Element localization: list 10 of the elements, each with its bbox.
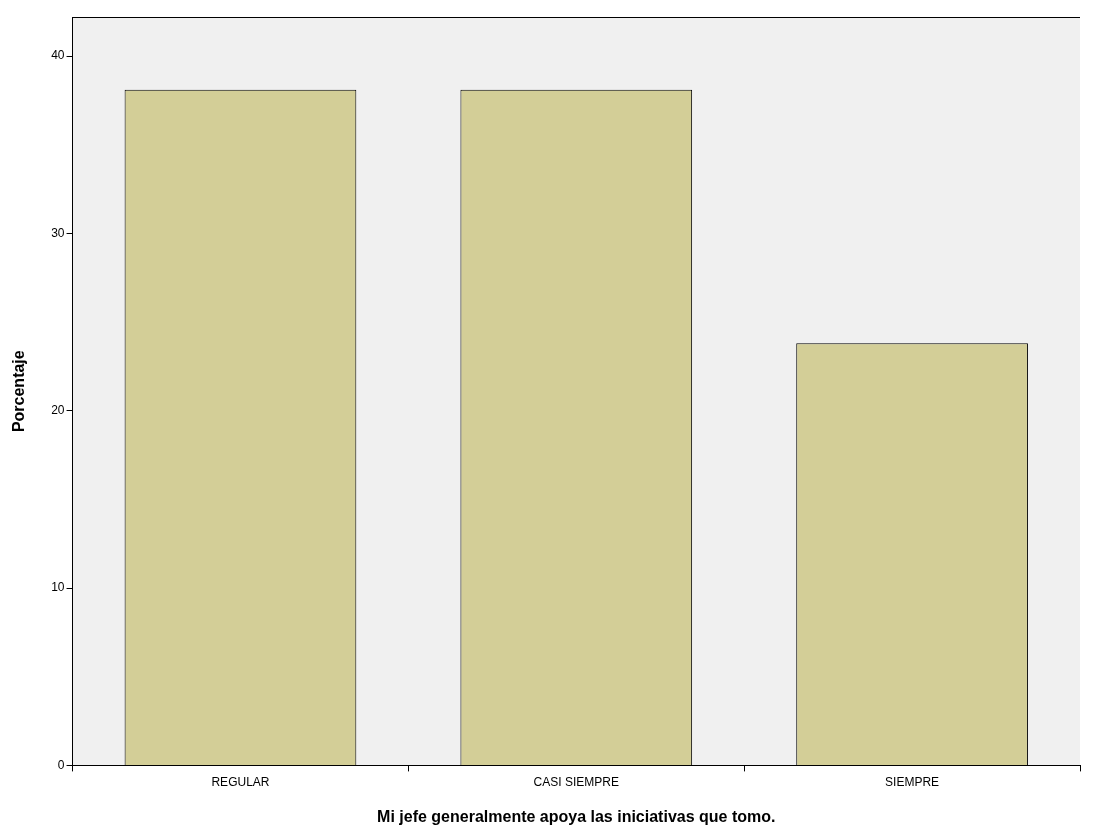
x-axis-title: Mi jefe generalmente apoya las iniciativas que tomo. (377, 807, 776, 825)
y-tick-label: 10 (51, 580, 65, 595)
y-tick-label: 30 (51, 225, 65, 240)
y-axis-title: Porcentaje (10, 350, 28, 433)
x-tick-label: CASI SIEMPRE (533, 774, 619, 789)
y-tick-label: 20 (51, 403, 65, 418)
y-tick-label: 40 (51, 48, 65, 63)
x-tick-label: REGULAR (211, 774, 270, 789)
y-tick-label: 0 (57, 757, 65, 772)
x-tick-label: SIEMPRE (885, 774, 940, 789)
